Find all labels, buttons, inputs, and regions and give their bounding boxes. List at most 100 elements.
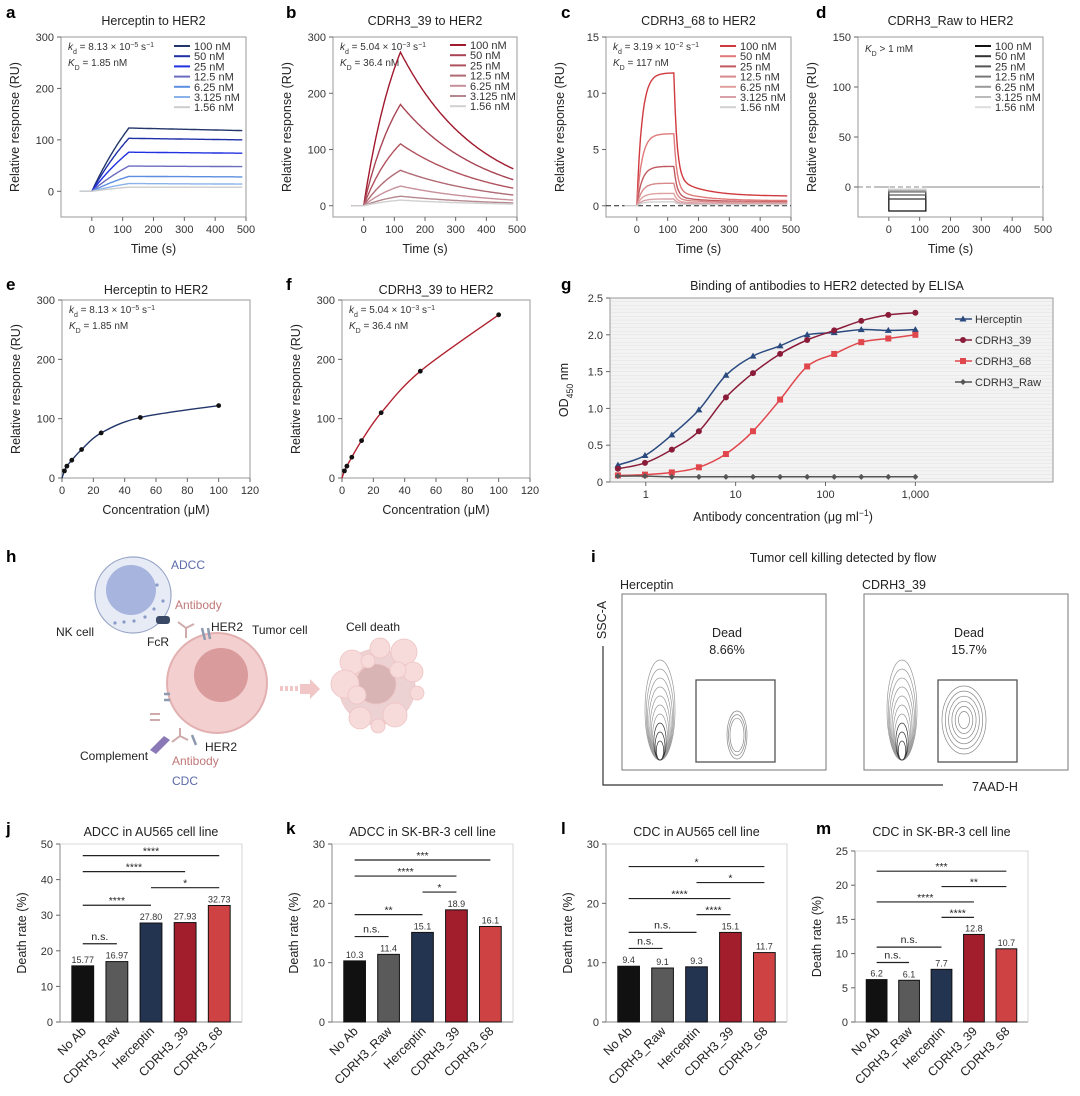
bar: [173, 922, 197, 1023]
data-point: [749, 473, 756, 480]
kinetics-annotation: kd = 5.04 × 10−3 s−1: [349, 305, 435, 319]
data-point: [695, 473, 702, 480]
bar: [898, 979, 920, 1023]
kinetics-annotation: KD = 36.4 nM: [349, 321, 408, 335]
x-tick-label: 400: [751, 224, 769, 236]
y-axis-label: OD450 nm: [557, 363, 575, 417]
sensorgram-line: [624, 201, 788, 207]
kinetics-annotation-part: d: [73, 49, 77, 56]
y-axis-label: Relative response (RU): [8, 62, 22, 192]
kinetics-annotation-part: = 5.04 × 10: [358, 305, 412, 316]
data-point: [858, 473, 865, 480]
x-tick-label: 1,000: [902, 489, 930, 501]
bar-value-label: 6.1: [903, 969, 916, 979]
legend-label: 6.25 nM: [740, 82, 780, 94]
legend-label: 50 nM: [740, 51, 771, 63]
x-tick-label: 200: [416, 224, 434, 236]
data-point: [641, 473, 648, 480]
data-point: [722, 451, 729, 458]
kinetics-annotation-part: d: [74, 312, 78, 319]
data-point: [668, 473, 675, 480]
kinetics-annotation: kd = 8.13 × 10−5 s−1: [68, 42, 154, 56]
data-point: [776, 342, 784, 349]
chart-g: 1 10 100 1,000 0 0.5 1.0 1.5 2.0 2.5 Binding of an…: [557, 279, 1054, 524]
x-axis-label: Time (s): [928, 242, 973, 256]
fit-curve: [341, 314, 500, 479]
contour-line: [897, 740, 907, 761]
legend-label: 12.5 nM: [995, 72, 1035, 84]
legend-label: 25 nM: [470, 60, 501, 72]
chart-e: 0 20 40 60 80 100 120 0 100 200 300 Herceptin to HE…: [9, 283, 259, 517]
binding-curve: [617, 475, 916, 478]
legend-label: 50 nM: [470, 50, 501, 62]
x-tick-label: 0: [886, 224, 892, 236]
kinetics-annotation-part: D: [356, 328, 361, 335]
chart-c: 0 100 200 300 400 500 0 5 10 15 CDRH3_68 to HER2 Ti…: [553, 14, 800, 256]
y-tick-label: 1.5: [588, 367, 603, 379]
data-point: [79, 447, 84, 452]
bar: [963, 933, 985, 1023]
kinetics-annotation-part: s: [410, 42, 418, 53]
bar: [753, 952, 776, 1023]
legend-label: 1.56 nM: [470, 101, 510, 113]
panel-letter: e: [6, 275, 15, 294]
significance-label: ****: [126, 862, 142, 874]
y-axis-label: Relative response (RU): [280, 62, 294, 192]
legend-label: 3.125 nM: [470, 91, 516, 103]
y-tick-label: 0: [319, 1017, 325, 1029]
data-point: [911, 326, 919, 333]
x-axis-label: Antibody concentration (μg ml−1): [693, 508, 873, 524]
bar: [930, 968, 953, 1023]
y-tick-label: 150: [833, 32, 851, 44]
significance-label: *: [437, 882, 441, 894]
data-point: [614, 461, 622, 468]
y-axis-label: Death rate (%): [561, 892, 575, 973]
chart-title: Binding of antibodies to HER2 detected b…: [690, 279, 964, 293]
data-point: [885, 473, 892, 480]
antibody-top-label: Antibody: [175, 598, 222, 612]
x-tick-label: 300: [446, 224, 464, 236]
kinetics-annotation-part: D: [620, 65, 625, 72]
significance-label: ****: [397, 866, 413, 878]
data-point: [912, 331, 919, 338]
y-tick-label: 10: [41, 981, 53, 993]
nk-cell-label: NK cell: [56, 625, 94, 639]
x-tick-label: 0: [339, 485, 345, 497]
panel-letter: b: [286, 3, 296, 22]
legend-label: 100 nM: [740, 41, 777, 53]
data-point: [496, 312, 502, 318]
antibody-bottom-label: Antibody: [172, 754, 219, 768]
significance-label: **: [970, 877, 978, 889]
y-axis-label-part: 450: [565, 384, 575, 399]
y-tick-label: 100: [308, 145, 326, 157]
data-point: [803, 331, 811, 338]
x-tick-label: 100: [910, 224, 928, 236]
y-tick-label: 50: [41, 839, 53, 851]
kinetics-annotation-part: K: [340, 58, 348, 69]
significance-label: *: [728, 873, 732, 885]
y-axis-label: Relative response (RU): [553, 62, 567, 192]
x-axis-label-part: −1: [859, 508, 869, 518]
chart-title: Herceptin to HER2: [104, 283, 208, 297]
legend-label: CDRH3_Raw: [975, 377, 1041, 389]
significance-label: ****: [950, 907, 966, 919]
bar-value-label: 10.7: [998, 938, 1016, 948]
x-tick-label: 40: [119, 485, 131, 497]
chart-j: 0 10 20 30 40 50 ADCC in AU565 cell line Death …: [15, 825, 243, 1087]
bar-value-label: 15.1: [722, 921, 740, 931]
fcr-receptor: [156, 616, 170, 624]
chart-m: 0 5 10 15 20 25 CDC in SK-BR-3 cell line Death …: [810, 825, 1029, 1087]
data-point: [857, 326, 865, 333]
x-axis-label: Concentration (μM): [102, 503, 209, 517]
contour-line: [892, 704, 912, 761]
panel-letter: h: [6, 547, 16, 566]
contour-line: [958, 711, 970, 729]
panel-letter: d: [816, 3, 826, 22]
panel-letter: a: [6, 3, 16, 22]
significance-label: n.s.: [91, 931, 108, 943]
sensorgram-line: [351, 103, 514, 207]
data-point: [831, 327, 838, 334]
contour-line: [894, 713, 910, 761]
chart-title: CDRH3_68 to HER2: [641, 14, 756, 28]
legend-label: 6.25 nM: [995, 82, 1035, 94]
